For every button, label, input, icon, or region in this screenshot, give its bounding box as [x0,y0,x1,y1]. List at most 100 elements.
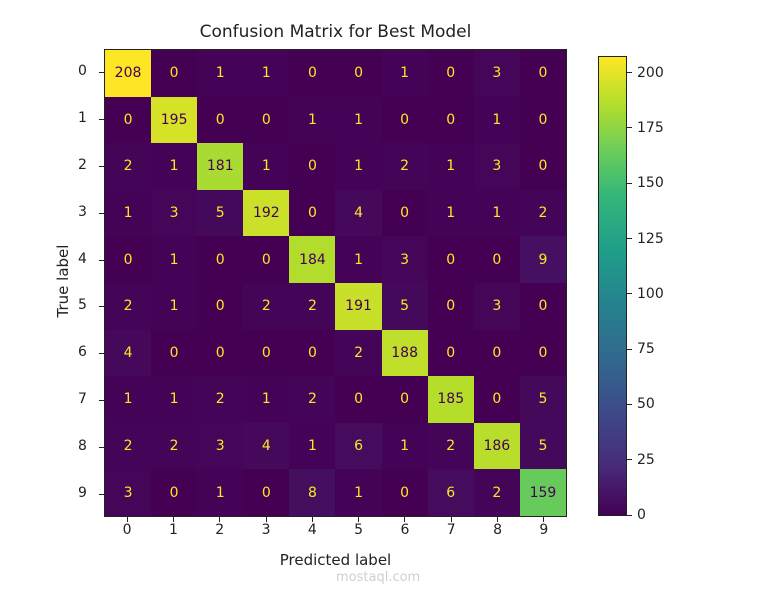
matrix-cell: 5 [519,376,566,423]
matrix-cell: 3 [151,189,198,237]
matrix-cell: 1 [243,143,290,190]
y-tick-label: 5 [78,297,104,313]
matrix-cell: 0 [197,96,244,144]
matrix-cell: 1 [381,422,428,470]
matrix-cell: 2 [381,143,428,190]
matrix-cell: 5 [519,422,566,470]
matrix-cell: 0 [427,96,474,144]
matrix-cell: 9 [519,236,566,283]
matrix-cell: 1 [105,376,152,423]
matrix-cell: 2 [151,422,198,470]
matrix-cell: 0 [197,329,244,377]
matrix-cell: 1 [151,143,198,190]
matrix-cell: 1 [335,143,382,190]
matrix-cell: 1 [335,469,382,516]
matrix-cell: 0 [381,469,428,516]
matrix-cell: 0 [473,236,520,283]
y-tick-label: 4 [78,251,104,267]
x-tick-label: 3 [256,517,276,538]
matrix-cell: 6 [427,469,474,516]
matrix-cell: 0 [289,143,336,190]
y-tick-label: 1 [78,110,104,126]
matrix-cell: 1 [473,96,520,144]
matrix-cell: 3 [381,236,428,283]
y-tick-label: 7 [78,391,104,407]
matrix-cell: 0 [151,469,198,516]
matrix-cell: 1 [197,50,244,97]
matrix-cell: 0 [473,329,520,377]
matrix-cell: 0 [519,282,566,330]
matrix-cell: 0 [381,189,428,237]
colorbar-tick-label: 100 [627,286,664,302]
x-tick-label: 5 [349,517,369,538]
y-tick-label: 8 [78,438,104,454]
colorbar-tick-label: 0 [627,507,646,523]
matrix-cell: 186 [473,422,520,470]
matrix-cell: 195 [151,96,198,144]
x-tick-label: 7 [441,517,461,538]
colorbar-tick-label: 125 [627,231,664,247]
matrix-cell: 1 [151,236,198,283]
x-axis-label: Predicted label [279,551,392,569]
matrix-cell: 1 [335,96,382,144]
matrix-cell: 0 [151,50,198,97]
matrix-cell: 0 [289,329,336,377]
colorbar-tick-label: 175 [627,120,664,136]
matrix-cell: 4 [335,189,382,237]
matrix-cell: 0 [519,96,566,144]
matrix-cell: 208 [105,50,152,97]
matrix-cell: 2 [473,469,520,516]
matrix-cell: 0 [519,50,566,97]
matrix-cell: 1 [289,96,336,144]
matrix-cell: 192 [243,189,290,237]
matrix-cell: 0 [427,282,474,330]
x-tick-label: 6 [395,517,415,538]
matrix-cell: 0 [381,376,428,423]
matrix-cell: 0 [197,236,244,283]
matrix-cell: 2 [105,422,152,470]
x-tick-label: 0 [117,517,137,538]
colorbar-tick-label: 75 [627,341,655,357]
matrix-cell: 1 [197,469,244,516]
matrix-cell: 159 [519,469,566,516]
matrix-cell: 0 [289,189,336,237]
matrix-cell: 1 [243,376,290,423]
matrix-cell: 2 [427,422,474,470]
matrix-cell: 0 [335,50,382,97]
matrix-cell: 0 [243,96,290,144]
matrix-cell: 0 [243,469,290,516]
y-tick-label: 2 [78,157,104,173]
matrix-cell: 3 [105,469,152,516]
matrix-cell: 4 [105,329,152,377]
matrix-cell: 3 [197,422,244,470]
matrix-cell: 1 [105,189,152,237]
colorbar-tick-label: 200 [627,65,664,81]
y-tick-label: 0 [78,63,104,79]
matrix-cell: 1 [243,50,290,97]
colorbar-tick-label: 25 [627,452,655,468]
matrix-cell: 1 [151,282,198,330]
matrix-cell: 1 [335,236,382,283]
x-tick-label: 8 [488,517,508,538]
matrix-cell: 0 [243,236,290,283]
chart-title: Confusion Matrix for Best Model [199,22,472,42]
matrix-cell: 2 [105,143,152,190]
matrix-cell: 2 [335,329,382,377]
matrix-cell: 6 [335,422,382,470]
x-tick-label: 9 [534,517,554,538]
y-tick-label: 3 [78,204,104,220]
x-tick-label: 1 [163,517,183,538]
matrix-cell: 3 [473,50,520,97]
matrix-cell: 5 [197,189,244,237]
colorbar-tick-label: 150 [627,175,664,191]
matrix-cell: 2 [289,282,336,330]
confusion-matrix: 208 0 1 1 0 0 1 0 3 0 0 195 0 0 1 1 0 0 1 0 2 1 181 1 0 1 2 1 3 0 1 3 5 1… [104,49,567,517]
colorbar-tick-label: 50 [627,396,655,412]
matrix-cell: 0 [427,236,474,283]
matrix-cell: 0 [335,376,382,423]
matrix-cell: 1 [381,50,428,97]
y-axis-label: True label [54,244,72,318]
matrix-cell: 0 [151,329,198,377]
x-tick-label: 4 [302,517,322,538]
matrix-cell: 1 [473,189,520,237]
